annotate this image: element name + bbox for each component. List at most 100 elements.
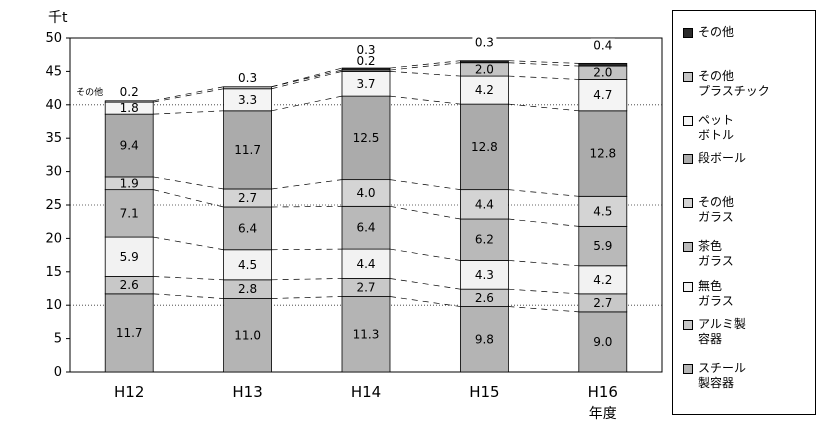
bar-segment xyxy=(341,205,391,250)
legend-label: 段ボール xyxy=(698,151,747,165)
connector-line xyxy=(389,179,461,190)
connector-line xyxy=(508,103,579,112)
legend-swatch xyxy=(683,116,693,126)
bar-value-label: 12.5 xyxy=(353,131,380,145)
bar-value-label: 11.0 xyxy=(234,328,261,342)
legend-label: 茶色 ガラス xyxy=(698,239,734,268)
connector-line xyxy=(508,62,579,67)
legend-label: スチール 製容器 xyxy=(698,361,747,390)
connector-line xyxy=(153,86,224,102)
legend-swatch xyxy=(683,72,693,82)
connector-line xyxy=(389,95,461,105)
bar-segment xyxy=(104,236,154,277)
bar-value-label: 5.9 xyxy=(120,250,139,264)
bar-value-label: 2.7 xyxy=(593,296,612,310)
legend-label: ペット ボトル xyxy=(698,113,735,142)
connector-line xyxy=(153,276,224,281)
y-tick-label: 15 xyxy=(45,265,62,280)
legend-item: 無色 ガラス xyxy=(683,279,734,309)
legend-item: 茶色 ガラス xyxy=(683,239,734,269)
connector-line xyxy=(271,95,343,112)
bar-value-label: 5.9 xyxy=(593,239,612,253)
bar-value-label: 6.2 xyxy=(475,233,494,247)
bar-segment xyxy=(578,62,628,67)
bar-segment xyxy=(459,75,509,105)
bar-segment xyxy=(341,248,391,279)
legend-item: その他 xyxy=(683,25,734,40)
y-tick-label: 20 xyxy=(45,231,62,246)
y-tick-label: 0 xyxy=(54,365,62,380)
bar-segment xyxy=(223,298,273,373)
y-tick-label: 45 xyxy=(45,64,62,79)
connector-line xyxy=(153,88,224,103)
legend-label: その他 xyxy=(698,25,735,39)
x-tick-label: H13 xyxy=(232,383,262,401)
connector-line xyxy=(389,248,461,261)
connector-line xyxy=(508,75,579,80)
legend-swatch xyxy=(683,242,693,252)
legend-swatch xyxy=(683,282,693,292)
connector-line xyxy=(153,236,224,251)
y-tick-label: 35 xyxy=(45,131,62,146)
bar-segment xyxy=(341,67,391,71)
legend-swatch xyxy=(683,364,693,374)
bar-value-label: 0.2 xyxy=(120,85,139,99)
bar-value-label: 4.0 xyxy=(356,186,375,200)
bar-segment xyxy=(223,86,273,90)
bar-value-label: 9.0 xyxy=(593,335,612,349)
bar-value-label: 12.8 xyxy=(589,147,616,161)
connector-line xyxy=(271,248,343,251)
bar-value-label: 4.3 xyxy=(475,268,494,282)
legend-swatch xyxy=(683,154,693,164)
bar-segment xyxy=(578,110,628,197)
bar-value-label: 2.7 xyxy=(238,191,257,205)
x-tick-label: H16 xyxy=(588,383,618,401)
bar-segment xyxy=(578,79,628,112)
connector-line xyxy=(153,189,224,208)
bar-segment xyxy=(578,195,628,227)
bar-value-label: 4.5 xyxy=(593,204,612,218)
connector-line xyxy=(389,62,461,71)
legend-item: その他 ガラス xyxy=(683,195,734,225)
connector-line xyxy=(271,67,343,88)
bar-value-label: 4.7 xyxy=(593,88,612,102)
bar-value-label: 2.0 xyxy=(475,62,494,76)
bar-value-label: 12.8 xyxy=(471,140,498,154)
bar-value-label: 2.7 xyxy=(356,280,375,294)
bar-value-label: 1.8 xyxy=(120,101,139,115)
bar-value-label: 7.1 xyxy=(120,206,139,220)
connector-line xyxy=(508,260,579,267)
connector-line xyxy=(271,71,343,90)
bar-segment xyxy=(578,225,628,267)
bar-value-label: 4.4 xyxy=(356,257,375,271)
bar-value-label: 6.4 xyxy=(238,221,257,235)
y-tick-label: 40 xyxy=(45,98,62,113)
legend-item: ペット ボトル xyxy=(683,113,734,143)
bar-value-label: 3.7 xyxy=(356,77,375,91)
bar-value-label: 2.6 xyxy=(120,278,139,292)
bar-value-label: 2.0 xyxy=(593,66,612,80)
bar-value-label: 3.3 xyxy=(238,93,257,107)
x-tick-label: H12 xyxy=(114,383,144,401)
connector-line xyxy=(389,71,461,77)
legend-swatch xyxy=(683,28,693,38)
bar-segment xyxy=(341,71,391,97)
legend: その他 その他 プラスチック ペット ボトル 段ボール その他 ガラス 茶色 ガラス 無色 … xyxy=(672,10,816,415)
connector-line xyxy=(508,218,579,227)
bar-segment xyxy=(341,296,391,373)
connector-line xyxy=(389,278,461,290)
bar-value-label: 2.8 xyxy=(238,282,257,296)
legend-label: 無色 ガラス xyxy=(698,279,734,308)
label-backdrop xyxy=(354,43,378,57)
bar-value-label: 4.2 xyxy=(593,273,612,287)
connector-line xyxy=(389,296,461,307)
connector-line xyxy=(271,278,343,281)
legend-swatch xyxy=(683,320,693,330)
connector-line xyxy=(389,60,461,69)
label-backdrop xyxy=(472,35,497,49)
legend-label: その他 ガラス xyxy=(698,195,735,224)
y-tick-label: 10 xyxy=(45,298,62,313)
connector-line xyxy=(271,205,343,208)
bar-segment xyxy=(223,206,273,251)
bar-value-label: 6.4 xyxy=(356,221,375,235)
